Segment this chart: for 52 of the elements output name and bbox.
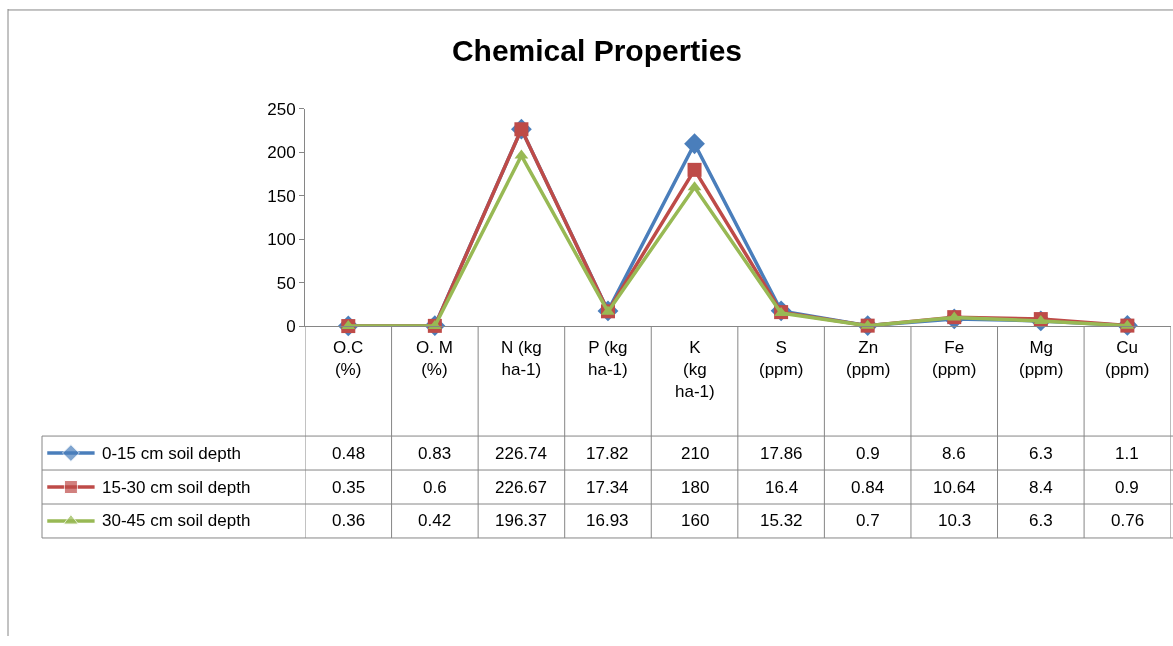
data-label: 6.3 <box>1029 444 1053 463</box>
data-label: 0.35 <box>332 478 366 497</box>
y-tick-label: 250 <box>267 99 296 119</box>
x-tick-label: P (kg ha-1) <box>588 338 628 380</box>
data-label: 0.84 <box>851 478 885 497</box>
data-label: 16.4 <box>765 478 799 497</box>
data-label: 160 <box>681 511 710 530</box>
data-label: 0.9 <box>1115 478 1139 497</box>
x-tick-label: O.C (%) <box>333 338 364 380</box>
legend-label: 0-15 cm soil depth <box>102 444 241 463</box>
data-label: 16.93 <box>586 511 629 530</box>
x-tick-label: O. M (%) <box>416 338 453 380</box>
data-label: 17.34 <box>586 478 629 497</box>
data-label: 8.4 <box>1029 478 1053 497</box>
y-tick-label: 0 <box>286 317 296 337</box>
data-label: 226.74 <box>495 444 547 463</box>
data-label: 196.37 <box>495 511 547 530</box>
x-tick-label: Mg (ppm) <box>1019 338 1064 380</box>
data-label: 15.32 <box>760 511 803 530</box>
data-label: 180 <box>681 478 710 497</box>
x-tick-label: Fe (ppm) <box>932 338 977 380</box>
data-label: 10.3 <box>938 511 972 530</box>
data-label: 0.9 <box>856 444 880 463</box>
data-label: 1.1 <box>1115 444 1139 463</box>
data-label: 10.64 <box>933 478 976 497</box>
data-label: 0.42 <box>418 511 452 530</box>
x-tick-label: N (kg ha-1) <box>501 338 542 380</box>
data-label: 17.86 <box>760 444 803 463</box>
data-label: 0.48 <box>332 444 366 463</box>
data-label: 0.6 <box>423 478 447 497</box>
data-label: 6.3 <box>1029 511 1053 530</box>
data-label: 0.83 <box>418 444 452 463</box>
data-label: 0.76 <box>1111 511 1145 530</box>
y-tick-label: 150 <box>267 186 296 206</box>
point <box>687 162 702 177</box>
data-label: 0.36 <box>332 511 366 530</box>
x-tick-label: Zn (ppm) <box>846 338 891 380</box>
x-tick-label: Cu (ppm) <box>1105 338 1150 380</box>
y-tick-label: 100 <box>267 230 296 250</box>
chart-title: Chemical Properties <box>451 33 743 67</box>
y-tick-label: 50 <box>276 273 296 293</box>
data-label: 0.7 <box>856 511 880 530</box>
data-label: 226.67 <box>495 478 547 497</box>
point <box>684 133 705 155</box>
x-tick-label: K (kg ha-1) <box>675 338 715 402</box>
data-label: 17.82 <box>586 444 629 463</box>
data-label: 210 <box>681 444 710 463</box>
x-tick-label: S (ppm) <box>759 338 804 380</box>
legend-label: 15-30 cm soil depth <box>102 478 251 497</box>
y-tick-label: 200 <box>267 143 296 163</box>
data-label: 8.6 <box>942 444 966 463</box>
legend-label: 30-45 cm soil depth <box>102 511 251 530</box>
